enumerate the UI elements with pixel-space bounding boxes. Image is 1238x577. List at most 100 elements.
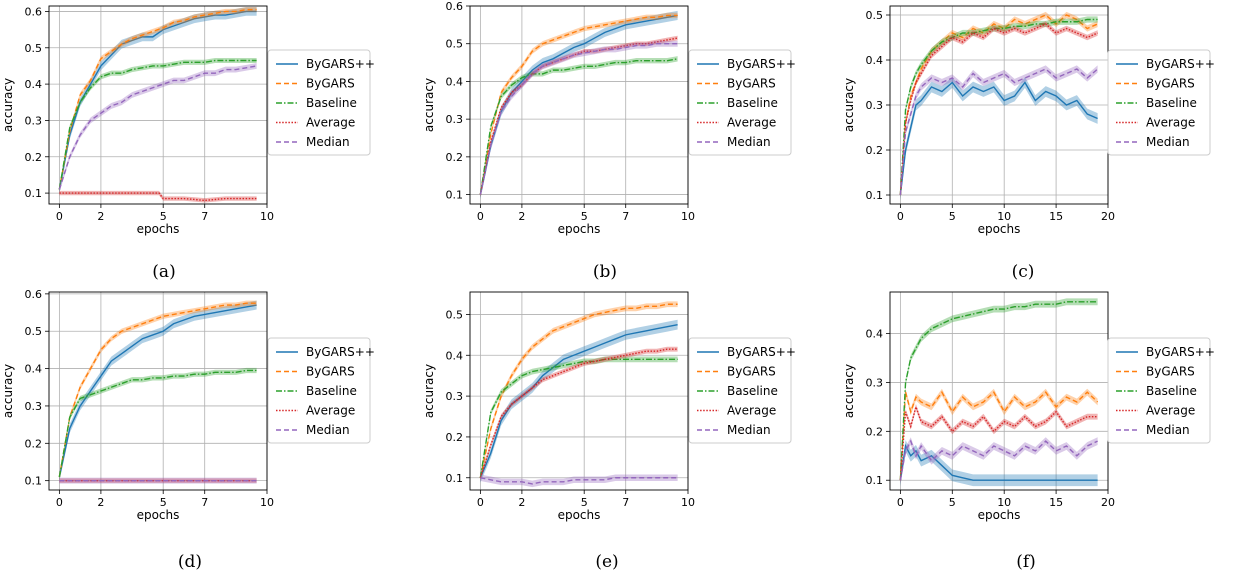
legend-label: Baseline — [306, 96, 357, 110]
legend: ByGARS++ ByGARS Baseline Average Median — [1107, 337, 1215, 444]
legend-label: ByGARS++ — [727, 345, 796, 359]
y-tick-label: 0.5 — [25, 325, 43, 338]
y-tick-label: 0.1 — [866, 189, 884, 202]
legend-box — [1107, 337, 1211, 444]
y-tick-label: 0.4 — [25, 78, 43, 91]
series-band-Average — [480, 346, 678, 481]
x-tick-label: 0 — [477, 496, 484, 509]
x-tick-label: 20 — [1101, 496, 1115, 509]
legend-label: ByGARS++ — [1146, 345, 1215, 359]
y-tick-label: 0.3 — [25, 114, 43, 127]
x-tick-label: 10 — [681, 210, 695, 223]
series-line-ByGARS — [479, 303, 678, 478]
y-axis-label: accuracy — [842, 78, 856, 132]
series-line-ByGARS++ — [899, 81, 1098, 196]
series-line-Baseline — [58, 369, 257, 478]
x-tick-label: 10 — [997, 210, 1011, 223]
panel-caption: (e) — [595, 552, 618, 572]
legend-label: Baseline — [727, 96, 778, 110]
y-tick-label: 0.4 — [25, 363, 43, 376]
series-band-ByGARS++ — [59, 7, 257, 194]
y-tick-label: 0.1 — [446, 472, 464, 485]
plot-area — [479, 301, 678, 488]
series-band-ByGARS — [900, 388, 1098, 484]
series-band-ByGARS++ — [480, 319, 678, 483]
legend-box — [267, 49, 371, 156]
x-tick-label: 0 — [897, 210, 904, 223]
y-tick-label: 0.5 — [866, 9, 884, 22]
y-tick-label: 0.1 — [25, 187, 43, 200]
legend-label: Average — [1146, 116, 1195, 130]
legend-box — [688, 337, 792, 444]
series-band-Average — [900, 403, 1098, 484]
x-tick-label: 7 — [622, 210, 629, 223]
series-line-Baseline — [479, 58, 678, 195]
x-tick-label: 5 — [581, 496, 588, 509]
series-line-Average — [479, 37, 678, 195]
legend-label: Baseline — [1146, 384, 1197, 398]
series-line-Median — [58, 65, 257, 190]
x-axis-label: epochs — [978, 508, 1021, 522]
y-axis-label: accuracy — [1, 364, 15, 418]
series-band-ByGARS++ — [900, 77, 1098, 201]
x-tick-label: 5 — [949, 210, 956, 223]
series-band-Median — [900, 437, 1098, 485]
x-tick-label: 0 — [477, 210, 484, 223]
series-line-ByGARS++ — [58, 10, 257, 190]
legend-label: ByGARS++ — [1146, 57, 1215, 71]
y-tick-label: 0.2 — [25, 151, 43, 164]
x-tick-label: 7 — [201, 210, 208, 223]
series-line-ByGARS — [899, 14, 1098, 196]
x-axis-label: epochs — [558, 508, 601, 522]
series-line-ByGARS++ — [899, 443, 1098, 481]
y-tick-label: 0.3 — [446, 113, 464, 126]
y-tick-label: 0.3 — [446, 390, 464, 403]
legend-label: Average — [306, 404, 355, 418]
series-line-ByGARS — [58, 8, 257, 190]
legend-label: Median — [306, 135, 350, 149]
legend-box — [688, 49, 792, 156]
x-tick-label: 20 — [1101, 210, 1115, 223]
chart-panel-c: 0 5 10 15 20 0.1 0.2 0.3 0.4 0.5 epochs accuracy ByG… — [842, 5, 1215, 282]
y-tick-label: 0.4 — [446, 75, 464, 88]
series-line-ByGARS — [899, 390, 1099, 481]
legend-label: ByGARS — [1146, 365, 1195, 379]
x-tick-label: 5 — [581, 210, 588, 223]
legend-box — [1107, 49, 1211, 156]
legend-label: Median — [306, 423, 350, 437]
x-axis-label: epochs — [558, 222, 601, 236]
series-line-Baseline — [58, 59, 257, 190]
series-line-Average — [899, 404, 1098, 481]
series-line-ByGARS — [58, 302, 257, 478]
series-line-ByGARS++ — [479, 323, 678, 479]
x-tick-label: 10 — [681, 496, 695, 509]
x-axis-label: epochs — [137, 222, 180, 236]
x-tick-label: 7 — [622, 496, 629, 509]
y-tick-label: 0.2 — [25, 437, 43, 450]
series-line-Baseline — [899, 301, 1098, 481]
panel-caption: (a) — [152, 262, 175, 282]
y-axis-label: accuracy — [1, 78, 15, 132]
x-tick-label: 15 — [1049, 210, 1063, 223]
series-band-ByGARS — [480, 12, 678, 198]
x-tick-label: 0 — [897, 496, 904, 509]
series-line-Average — [59, 192, 257, 202]
series-line-Median — [899, 68, 1099, 196]
series-band-Baseline — [480, 356, 678, 481]
x-tick-label: 2 — [518, 496, 525, 509]
panel-caption: (c) — [1012, 262, 1035, 282]
y-tick-label: 0.2 — [446, 431, 464, 444]
legend-label: ByGARS — [727, 365, 776, 379]
y-tick-label: 0.4 — [446, 349, 464, 362]
x-tick-label: 10 — [997, 496, 1011, 509]
legend-label: Baseline — [727, 384, 778, 398]
series-line-Average — [479, 348, 678, 478]
y-tick-label: 0.3 — [866, 99, 884, 112]
series-band-ByGARS++ — [900, 440, 1098, 487]
series-line-ByGARS++ — [479, 14, 678, 195]
x-tick-label: 2 — [97, 496, 104, 509]
axes-frame — [469, 291, 689, 491]
legend-label: Baseline — [1146, 96, 1197, 110]
x-tick-label: 10 — [260, 496, 274, 509]
